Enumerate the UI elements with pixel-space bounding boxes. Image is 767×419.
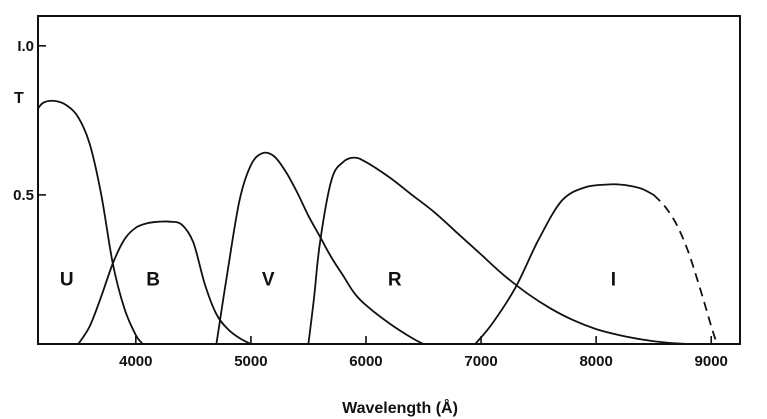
x-tick-label: 9000	[695, 353, 728, 370]
curve-u	[37, 99, 144, 345]
x-axis-title: Wavelength (Å)	[342, 398, 458, 417]
y-tick-label: I.0	[17, 38, 34, 55]
x-tick-label: 7000	[464, 353, 497, 370]
band-label-i: I	[611, 269, 616, 290]
band-label-b: B	[146, 269, 160, 290]
band-label-r: R	[388, 269, 402, 290]
x-tick-label: 4000	[119, 353, 152, 370]
x-tick-label: 6000	[349, 353, 382, 370]
y-tick-label: 0.5	[13, 187, 34, 204]
curves-group	[37, 99, 718, 345]
curve-v	[215, 151, 424, 345]
band-label-u: U	[60, 269, 74, 290]
y-axis: 0.5 I.0	[13, 38, 46, 204]
curve-i	[474, 183, 655, 345]
curve-i-extrapolated	[653, 194, 718, 345]
y-axis-title: T	[14, 90, 24, 107]
plot-frame	[37, 15, 741, 345]
x-tick-label: 8000	[579, 353, 612, 370]
band-label-v: V	[262, 269, 275, 290]
x-tick-label: 5000	[234, 353, 267, 370]
curve-r	[307, 156, 689, 345]
x-axis: 4000 5000 6000 7000 8000 9000	[119, 336, 728, 370]
curve-b	[77, 220, 252, 345]
